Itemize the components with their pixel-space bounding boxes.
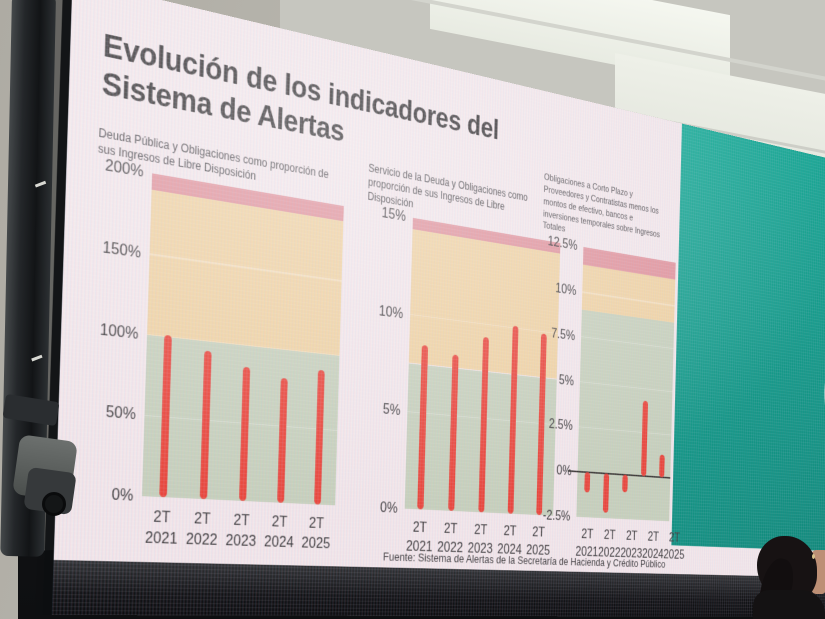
y-axis-tick-label: 10% — [555, 280, 576, 299]
person-shoulder — [753, 590, 825, 619]
period-label: 2T — [260, 511, 298, 533]
period-label: 2T — [182, 508, 222, 531]
y-axis-tick-label: 0% — [111, 485, 133, 506]
y-axis-tick-label: 0% — [380, 499, 398, 517]
conference-room-photo: Evolución de los indicadores del Sistema… — [0, 0, 825, 619]
x-axis-category-label: 2T 2023 — [221, 509, 261, 552]
y-axis-tick-label: 7.5% — [551, 325, 575, 344]
audience-member — [745, 530, 825, 619]
chart-plot-debt-service: 0% 5% 10% 15% 2T 2021 2T 2022 2T 2023 2T 2024 2T 2025 — [405, 218, 561, 516]
period-label: 2T — [404, 517, 436, 538]
y-axis-tick-label: 10% — [379, 302, 404, 323]
year-label: 2022 — [181, 529, 221, 551]
rail-highlight — [35, 181, 46, 188]
period-label: 2T — [298, 513, 335, 535]
year-label: 2023 — [221, 530, 260, 552]
period-label: 2T — [598, 526, 621, 545]
screen-unlit-band — [52, 560, 825, 617]
slide-accent-panel — [671, 124, 825, 555]
y-axis-tick-label: 5% — [559, 371, 574, 389]
data-bar — [603, 473, 609, 512]
x-axis-category-label: 2T 2022 — [181, 508, 222, 552]
period-label: 2T — [524, 523, 553, 543]
period-label: 2T — [222, 509, 261, 531]
year-label: 2025 — [663, 546, 684, 564]
period-label: 2T — [435, 519, 466, 539]
data-bar — [659, 455, 665, 478]
period-label: 2T — [664, 529, 685, 547]
y-axis-tick-label: 5% — [383, 401, 401, 420]
y-axis-tick-label: 100% — [100, 319, 139, 343]
y-axis-tick-label: 50% — [105, 402, 136, 424]
period-label: 2T — [576, 525, 599, 544]
chart-plot-debt: 0% 50% 100% 150% 200% 2T 2021 2T 2022 2T 2023 2T 202… — [142, 173, 344, 505]
period-label: 2T — [642, 528, 664, 546]
rail-highlight — [31, 355, 42, 362]
period-label: 2T — [495, 521, 524, 541]
y-axis-tick-label: 150% — [102, 237, 141, 262]
period-label: 2T — [621, 527, 643, 546]
earring — [812, 554, 815, 559]
period-label: 2T — [141, 506, 183, 529]
camera-lens-icon — [42, 492, 66, 516]
y-axis-tick-label: 15% — [381, 204, 406, 226]
data-bar — [622, 475, 628, 493]
y-axis-tick-label: 2.5% — [549, 416, 573, 434]
year-label: 2021 — [140, 528, 182, 551]
x-axis-category-label: 2T 2025 — [663, 529, 685, 564]
x-axis-category-label: 2T 2021 — [140, 506, 182, 551]
period-label: 2T — [466, 520, 496, 540]
data-bar — [584, 472, 590, 492]
chart-plot-short-term-obligations: -2.5% 0% 2.5% 5% 7.5% 10% 12.5% 2T 2021 2T 2022 2T 2… — [576, 247, 675, 521]
y-axis-tick-label: -2.5% — [543, 507, 571, 525]
